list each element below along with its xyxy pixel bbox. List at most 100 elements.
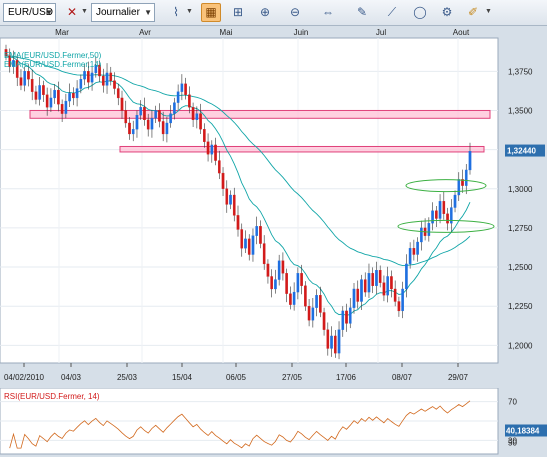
candle-body xyxy=(64,100,68,114)
zoom-in-icon[interactable]: ⊕ xyxy=(259,5,271,19)
chevron-down-icon[interactable]: ▼ xyxy=(186,8,193,15)
candle-body xyxy=(311,307,315,321)
ema-14-line xyxy=(5,55,471,316)
rsi-line xyxy=(9,400,471,449)
candle-body xyxy=(116,88,120,99)
candle-body xyxy=(345,310,348,324)
candle-body xyxy=(15,60,19,78)
candle-body xyxy=(453,194,457,208)
resistance-zone-lower xyxy=(119,145,485,153)
candle-body xyxy=(390,276,393,290)
candle-body xyxy=(27,71,30,80)
candle-body xyxy=(90,72,94,83)
date-tick-label: 04/02/2010 xyxy=(4,373,45,382)
candles-icon[interactable]: ✕ xyxy=(66,5,78,19)
candle-body xyxy=(408,248,412,265)
candle-body xyxy=(236,215,240,230)
month-axis: Mar Avr Mai Juin Jul Aout xyxy=(55,28,470,37)
price-tick-label: 1,2250 xyxy=(508,302,533,311)
candle-body xyxy=(386,276,389,296)
candle-body xyxy=(449,207,453,224)
rsi-grid xyxy=(0,401,498,441)
date-tick-label: 27/05 xyxy=(282,373,303,382)
candle-body xyxy=(124,110,128,124)
date-tick-label: 15/04 xyxy=(172,373,193,382)
candle-body xyxy=(75,88,79,99)
resistance-zones[interactable] xyxy=(29,109,491,153)
candle-body xyxy=(60,104,64,114)
candle-body xyxy=(206,141,210,155)
candle-body xyxy=(188,94,191,108)
zoom-out-icon[interactable]: ⊖ xyxy=(289,5,301,19)
candle-body xyxy=(131,129,135,135)
candle-body xyxy=(262,243,266,265)
price-tick-label: 1,2750 xyxy=(508,224,533,233)
ellipse-annotation-upper xyxy=(405,179,487,193)
candle-body xyxy=(221,172,225,189)
rsi-title: RSI(EUR/USD.Fermer, 14) xyxy=(4,392,100,401)
line-tool-icon[interactable]: ⟋ xyxy=(387,5,397,19)
candle-body xyxy=(326,329,330,349)
month-label: Aout xyxy=(453,28,470,37)
line-chart-icon[interactable]: ⌇ xyxy=(173,5,179,19)
candle-body xyxy=(255,226,259,236)
properties-icon[interactable]: ⚙ xyxy=(441,5,453,19)
text-tool-icon[interactable]: ✎ xyxy=(356,5,368,19)
candle-body xyxy=(420,227,423,243)
candle-body xyxy=(23,71,27,86)
candle-body xyxy=(57,89,60,105)
candle-body xyxy=(435,210,438,219)
date-tick-label: 08/07 xyxy=(392,373,413,382)
chevron-down-icon[interactable]: ▼ xyxy=(485,8,492,15)
price-tick-label: 1,2500 xyxy=(508,263,533,272)
symbol-dropdown[interactable]: EUR/USD ▼ xyxy=(3,3,56,22)
candle-body xyxy=(154,110,157,119)
candle-body xyxy=(195,113,199,121)
chevron-down-icon[interactable]: ▼ xyxy=(81,8,88,15)
date-tick-label: 04/03 xyxy=(61,373,82,382)
candle-body xyxy=(296,273,300,293)
candle-body xyxy=(431,210,434,224)
candle-body xyxy=(367,273,371,293)
candle-body xyxy=(401,288,404,312)
candle-body xyxy=(12,60,15,67)
candle-body xyxy=(363,279,367,293)
candle-body xyxy=(45,94,49,108)
candle-body xyxy=(139,107,143,116)
date-tick-label: 25/03 xyxy=(117,373,138,382)
candle-body xyxy=(169,113,172,124)
date-tick-label: 17/06 xyxy=(336,373,357,382)
candle-body xyxy=(378,270,382,283)
candle-body xyxy=(416,241,419,255)
candle-body xyxy=(53,89,56,99)
candle-body xyxy=(315,295,318,308)
ellipse-annotations[interactable] xyxy=(397,179,495,233)
period-dropdown[interactable]: Journalier ▼ xyxy=(91,3,155,22)
eraser-icon[interactable]: ✐ xyxy=(467,5,479,19)
candle-body xyxy=(158,110,161,122)
scroll-icon[interactable]: ⇔ xyxy=(322,5,334,19)
candle-body xyxy=(19,77,23,86)
candle-body xyxy=(38,85,41,100)
month-label: Mai xyxy=(220,28,233,37)
candle-body xyxy=(337,329,341,354)
ellipse-tool-icon[interactable]: ◯ xyxy=(413,5,427,19)
candle-body xyxy=(217,160,221,174)
candle-body xyxy=(98,64,101,77)
candle-body xyxy=(120,97,124,111)
grid-icon[interactable]: ▦ xyxy=(201,3,221,22)
candle-body xyxy=(83,71,86,80)
plot-area xyxy=(0,37,499,364)
candle-body xyxy=(214,144,217,161)
chevron-down-icon: ▼ xyxy=(45,8,53,17)
candle-body xyxy=(274,279,277,290)
candle-body xyxy=(405,263,408,290)
candle-body xyxy=(68,93,71,102)
month-label: Avr xyxy=(139,28,151,37)
candle-body xyxy=(79,78,83,89)
candle-body xyxy=(468,151,472,171)
crosshair-icon[interactable]: ⊞ xyxy=(232,5,244,19)
candle-body xyxy=(4,49,8,56)
